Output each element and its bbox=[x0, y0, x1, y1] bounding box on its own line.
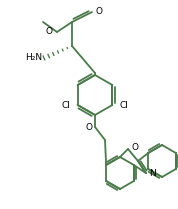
Text: N: N bbox=[149, 169, 156, 178]
Text: O: O bbox=[46, 28, 53, 37]
Text: H₂N: H₂N bbox=[25, 54, 42, 62]
Text: Cl: Cl bbox=[119, 101, 128, 110]
Text: Cl: Cl bbox=[62, 101, 71, 110]
Text: O: O bbox=[131, 144, 138, 153]
Text: O: O bbox=[85, 122, 92, 131]
Text: O: O bbox=[96, 8, 103, 17]
